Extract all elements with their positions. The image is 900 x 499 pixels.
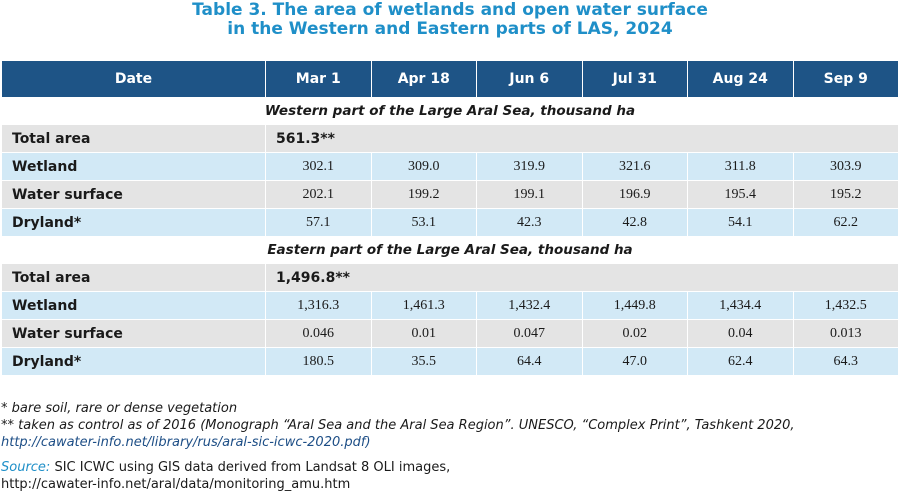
section-title: Eastern part of the Large Aral Sea, thou… <box>1 236 899 264</box>
table-cell: 64.4 <box>476 347 583 376</box>
table-cell: 1,432.4 <box>476 291 583 320</box>
header-jul31: Jul 31 <box>581 60 688 98</box>
row-label: Dryland* <box>1 208 266 237</box>
row-label: Total area <box>1 263 266 292</box>
table-cell: 62.2 <box>792 208 899 237</box>
table-cell: 202.1 <box>265 180 372 209</box>
table-cell: 53.1 <box>370 208 477 237</box>
table-row: Total area 561.3** <box>1 124 899 153</box>
table-title: Table 3. The area of wetlands and open w… <box>0 1 900 41</box>
table-cell: 180.5 <box>265 347 372 376</box>
table-cell: 1,316.3 <box>265 291 372 320</box>
row-label: Wetland <box>1 152 266 181</box>
source-text: SIC ICWC using GIS data derived from Lan… <box>50 460 451 475</box>
table-cell: 1,449.8 <box>581 291 688 320</box>
table-row: Total area 1,496.8** <box>1 263 899 292</box>
header-mar1: Mar 1 <box>265 60 372 98</box>
table-cell: 1,461.3 <box>370 291 477 320</box>
title-line-1: Table 3. The area of wetlands and open w… <box>192 0 708 20</box>
table-cell: 302.1 <box>265 152 372 181</box>
row-label: Total area <box>1 124 266 153</box>
table-cell: 1,432.5 <box>792 291 899 320</box>
wetlands-table: Date Mar 1 Apr 18 Jun 6 Jul 31 Aug 24 Se… <box>1 60 899 376</box>
table-cell: 1,434.4 <box>687 291 794 320</box>
table-cell: 195.2 <box>792 180 899 209</box>
table-cell: 0.04 <box>687 319 794 348</box>
section-header-eastern: Eastern part of the Large Aral Sea, thou… <box>1 236 899 264</box>
table-cell: 64.3 <box>792 347 899 376</box>
table-row: Dryland* 180.5 35.5 64.4 47.0 62.4 64.3 <box>1 347 899 376</box>
table-cell: 311.8 <box>687 152 794 181</box>
footnote-1: * bare soil, rare or dense vegetation <box>1 401 238 416</box>
row-label: Water surface <box>1 319 266 348</box>
table-cell: 57.1 <box>265 208 372 237</box>
table-cell: 62.4 <box>687 347 794 376</box>
header-aug24: Aug 24 <box>687 60 794 98</box>
header-sep9: Sep 9 <box>792 60 899 98</box>
footnote-2: ** taken as control as of 2016 (Monograp… <box>1 418 795 433</box>
source-link[interactable]: http://cawater-info.net/aral/data/monito… <box>1 477 351 492</box>
footnote-2-link[interactable]: http://cawater-info.net/library/rus/aral… <box>1 435 371 450</box>
table-row: Wetland 1,316.3 1,461.3 1,432.4 1,449.8 … <box>1 291 899 320</box>
table-cell: 35.5 <box>370 347 477 376</box>
row-label: Wetland <box>1 291 266 320</box>
total-value: 1,496.8** <box>265 263 899 292</box>
table-cell: 196.9 <box>581 180 688 209</box>
table-cell: 319.9 <box>476 152 583 181</box>
table-cell: 0.046 <box>265 319 372 348</box>
table-cell: 199.2 <box>370 180 477 209</box>
table-cell: 54.1 <box>687 208 794 237</box>
table-cell: 47.0 <box>581 347 688 376</box>
table-cell: 0.01 <box>370 319 477 348</box>
table-cell: 309.0 <box>370 152 477 181</box>
header-jun6: Jun 6 <box>476 60 583 98</box>
table-cell: 195.4 <box>687 180 794 209</box>
section-title: Western part of the Large Aral Sea, thou… <box>1 97 899 125</box>
table-cell: 42.3 <box>476 208 583 237</box>
table-cell: 321.6 <box>581 152 688 181</box>
table-cell: 0.047 <box>476 319 583 348</box>
table-row: Dryland* 57.1 53.1 42.3 42.8 54.1 62.2 <box>1 208 899 237</box>
source-label: Source: <box>1 460 51 475</box>
total-value: 561.3** <box>265 124 899 153</box>
table-cell: 303.9 <box>792 152 899 181</box>
header-apr18: Apr 18 <box>370 60 477 98</box>
title-line-2: in the Western and Eastern parts of LAS,… <box>227 19 673 39</box>
section-header-western: Western part of the Large Aral Sea, thou… <box>1 97 899 125</box>
footnotes: * bare soil, rare or dense vegetation **… <box>1 400 899 493</box>
table-row: Water surface 202.1 199.2 199.1 196.9 19… <box>1 180 899 209</box>
source-line: Source: SIC ICWC using GIS data derived … <box>1 459 899 476</box>
row-label: Dryland* <box>1 347 266 376</box>
table-cell: 199.1 <box>476 180 583 209</box>
header-date: Date <box>1 60 266 98</box>
table-row: Wetland 302.1 309.0 319.9 321.6 311.8 30… <box>1 152 899 181</box>
table-row: Water surface 0.046 0.01 0.047 0.02 0.04… <box>1 319 899 348</box>
row-label: Water surface <box>1 180 266 209</box>
table-cell: 0.013 <box>792 319 899 348</box>
table-cell: 42.8 <box>581 208 688 237</box>
table-cell: 0.02 <box>581 319 688 348</box>
header-row: Date Mar 1 Apr 18 Jun 6 Jul 31 Aug 24 Se… <box>1 60 899 98</box>
